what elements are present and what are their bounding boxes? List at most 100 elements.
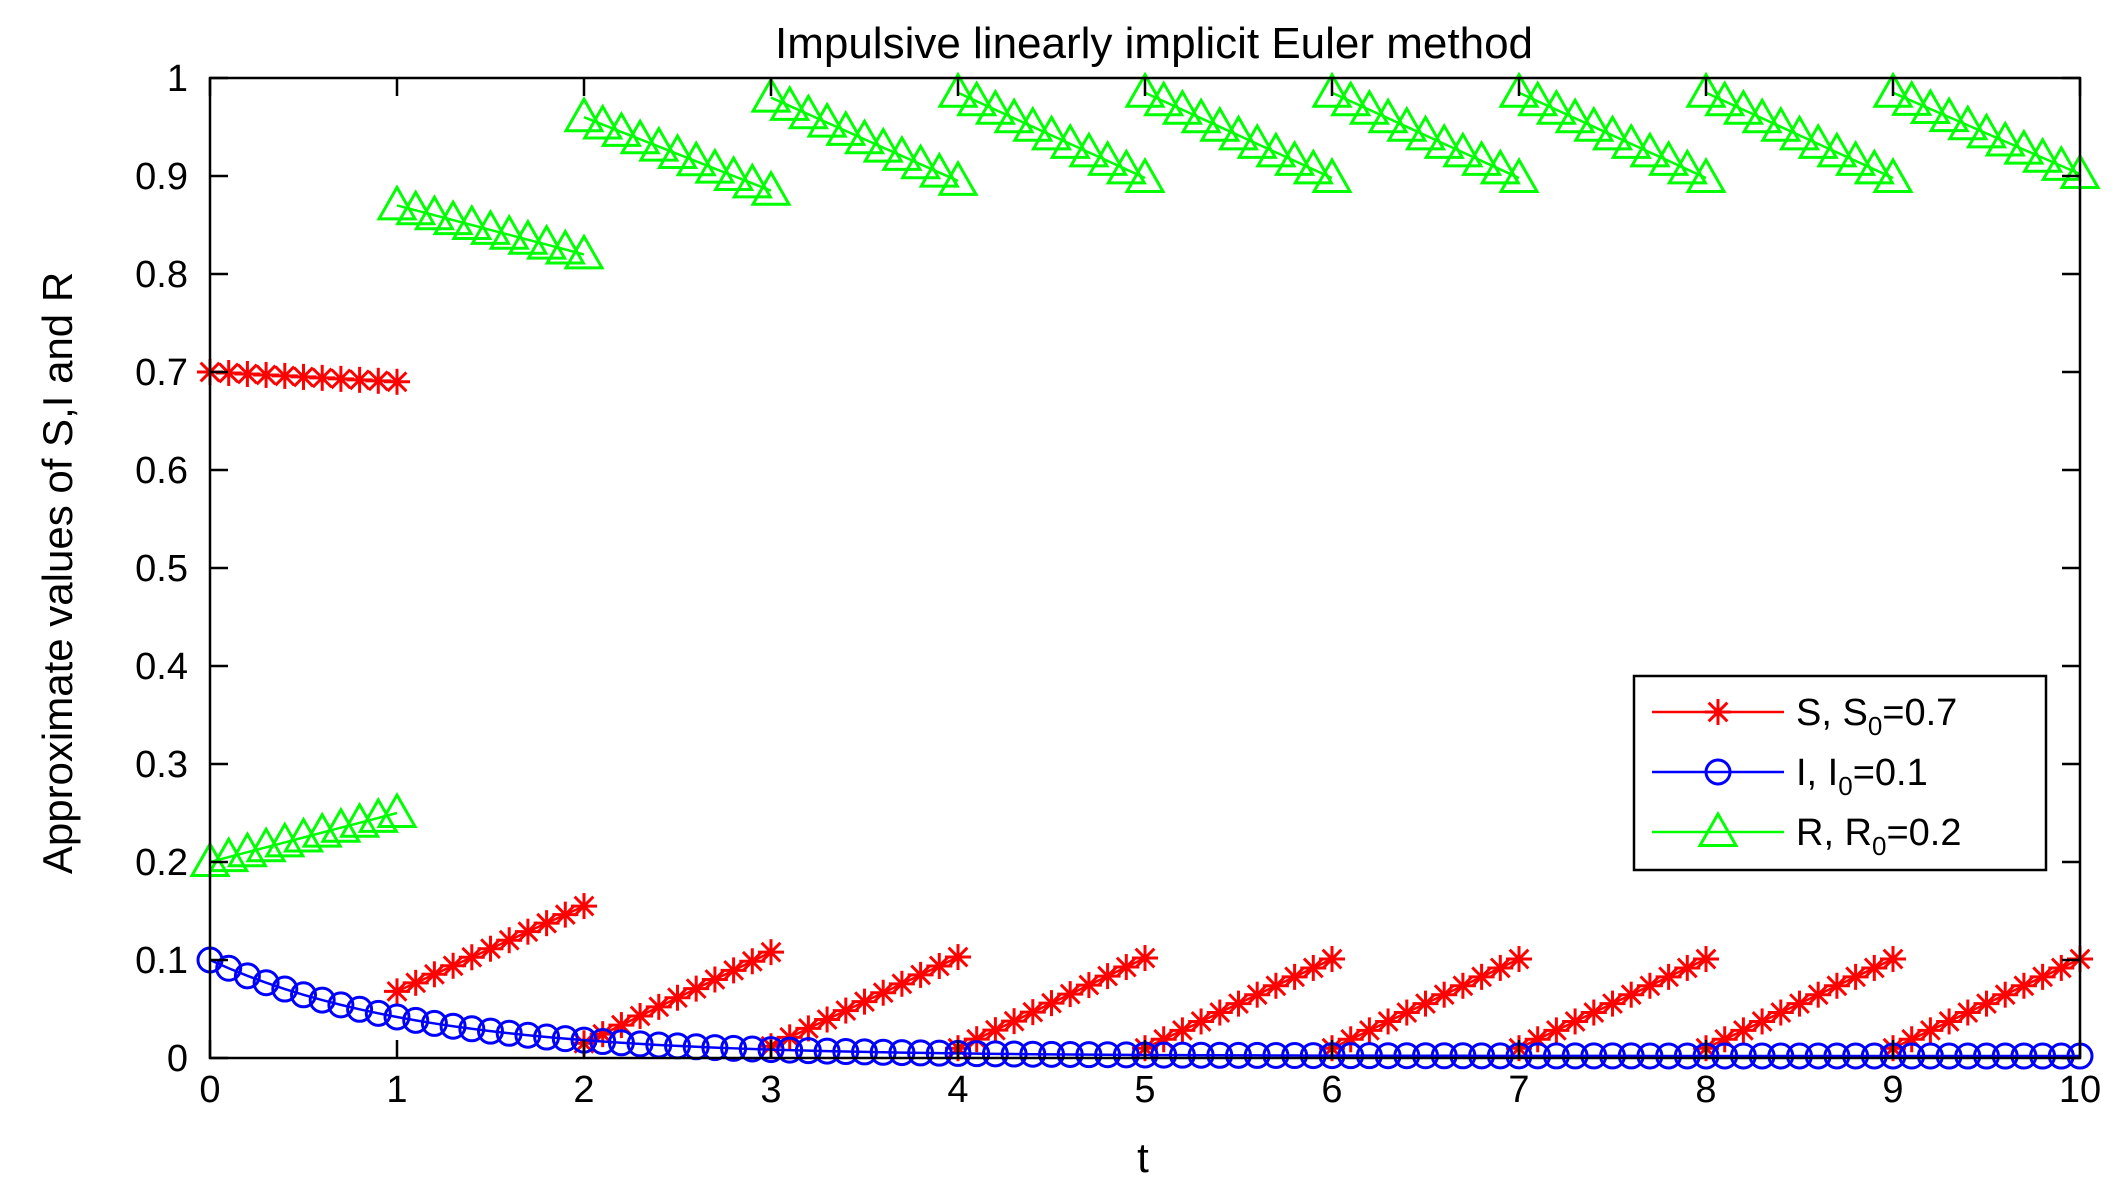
series-R-point (1741, 97, 1783, 134)
series-R-point (900, 143, 942, 180)
y-tick-label: 0.7 (135, 352, 188, 394)
series-S-point (627, 1002, 654, 1029)
series-S-point (683, 975, 710, 1002)
y-tick-label: 0.3 (135, 744, 188, 786)
series-I-point (1412, 1042, 1439, 1070)
series-S-point (1019, 999, 1046, 1026)
series-R-point (656, 132, 699, 169)
series-I-point (1991, 1042, 2019, 1070)
series-I-point (439, 1012, 467, 1040)
series-S-point (1113, 954, 1140, 981)
series-I-point (888, 1039, 916, 1067)
x-tick-label: 4 (947, 1069, 968, 1111)
series-S-point (1356, 1017, 1383, 1044)
series-I-point (533, 1023, 561, 1051)
series-I-point (1374, 1042, 1402, 1070)
series-S-point (739, 948, 766, 975)
y-tick-label: 0.6 (135, 450, 188, 492)
series-R-point (2040, 144, 2082, 181)
series-S-point (1506, 946, 1532, 973)
series-I-point (215, 954, 243, 982)
legend-entry-S: S, S0=0.7 (1652, 692, 1957, 741)
series-S-point (945, 944, 971, 971)
series-S-point (327, 365, 354, 392)
series-R-point (413, 194, 455, 231)
series-R-point (1498, 71, 1540, 108)
series-S-point (1805, 981, 1832, 1008)
series-I-point (1748, 1042, 1776, 1070)
series-R-point (806, 101, 848, 138)
series-R-point (1666, 148, 1708, 185)
series-I-point (551, 1025, 579, 1053)
series-R-point (1965, 112, 2008, 149)
series-I-point (1393, 1042, 1421, 1070)
series-S-point (1281, 963, 1308, 990)
series-S-point (832, 997, 859, 1024)
series-S-point (645, 993, 672, 1020)
series-I-point (1019, 1040, 1047, 1068)
series-R-point (1199, 105, 1241, 142)
series-R-point (1479, 148, 1521, 185)
series-I-point (402, 1006, 430, 1034)
series-I-point (1673, 1042, 1701, 1070)
series-R-point (1030, 114, 1073, 151)
series-R-point (1236, 122, 1278, 159)
series-R-point (993, 97, 1035, 134)
series-R-point (1891, 79, 1933, 116)
series-R-point (750, 76, 792, 113)
series-R-point (582, 103, 624, 140)
series-S-point (888, 970, 915, 997)
series-S-point (1861, 954, 1888, 981)
series-I-point (327, 991, 355, 1019)
series-R-point (1909, 87, 1951, 124)
series-I-point (1786, 1042, 1813, 1070)
series-R-point (1517, 80, 1559, 117)
series-I-point (776, 1036, 804, 1064)
series-R-point (1124, 156, 1166, 193)
series-I-point (851, 1038, 878, 1066)
series-R-point (787, 93, 829, 130)
series-R-point (600, 110, 642, 147)
series-I-point (1599, 1042, 1626, 1070)
series-I-point (1636, 1042, 1664, 1070)
series-S-point (907, 961, 934, 988)
series-I-point (495, 1019, 523, 1047)
series-I-point (1206, 1041, 1234, 1069)
series-I-point (1262, 1041, 1290, 1069)
series-R-point (1760, 105, 1802, 142)
series-I-point (1112, 1041, 1140, 1069)
series-R-point (1835, 139, 1877, 176)
series-S-point (1057, 981, 1084, 1008)
series-I-point (1561, 1042, 1589, 1070)
series-S-point (1001, 1008, 1028, 1035)
series-I-point (1094, 1041, 1122, 1069)
series-S-point (496, 927, 523, 954)
y-tick-label: 1 (167, 58, 188, 100)
series-I-point (869, 1038, 897, 1066)
series-I-point (1168, 1041, 1196, 1069)
series-S-point (1094, 963, 1121, 990)
series-R-point (825, 109, 867, 146)
series-I-point (346, 995, 374, 1023)
series-R-point (1853, 148, 1895, 185)
series-I-point (720, 1034, 748, 1062)
series-R-point (1012, 105, 1054, 142)
series-S-point (1262, 972, 1289, 999)
series-R-point (918, 151, 960, 188)
series-S-point (1880, 946, 1906, 973)
series-I-point (514, 1021, 542, 1049)
series-S-point (402, 969, 429, 996)
series-S-point (1188, 1008, 1215, 1035)
series-R-point (1685, 156, 1727, 193)
series-S-point (2010, 972, 2037, 999)
series-I-point (420, 1009, 448, 1037)
series-R-point (339, 801, 381, 838)
series-R-point (713, 154, 755, 191)
legend: S, S0=0.7 I, I0=0.1 R, R0=0.2 (1632, 674, 2048, 872)
series-R-point (544, 228, 586, 265)
series-I-point (963, 1040, 991, 1068)
series-R-point (1292, 148, 1334, 185)
x-tick-label: 8 (1695, 1069, 1716, 1111)
